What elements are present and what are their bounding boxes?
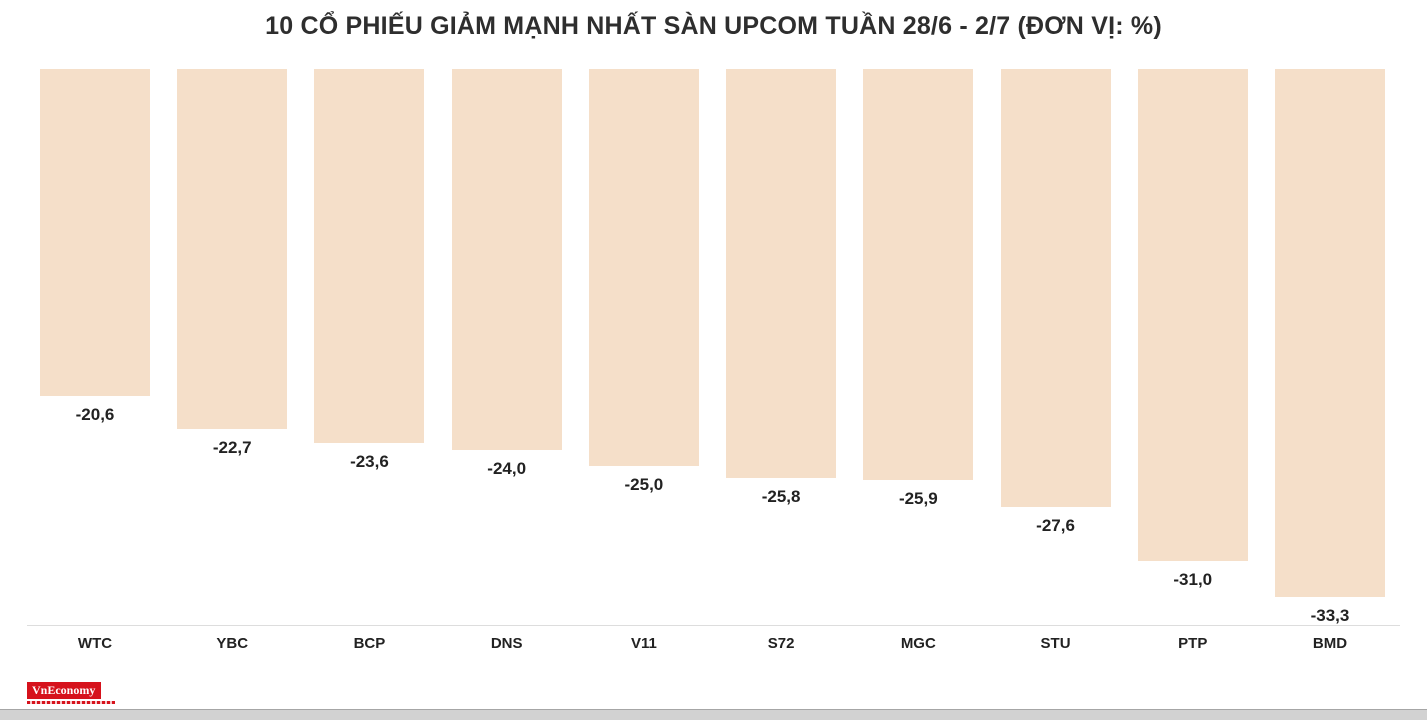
- category-label-dns: DNS: [490, 635, 523, 652]
- bar-mgc: [863, 69, 974, 480]
- category-labels: WTC YBC BCP DNS V11 S72 MGC STU PTP BMD: [40, 635, 1385, 652]
- category-label-ybc: YBC: [216, 635, 249, 652]
- bar-column-v11: -25,0: [588, 69, 699, 495]
- vneconomy-logo: VnEconomy: [27, 681, 115, 704]
- bar-s72: [726, 69, 837, 478]
- category-label-v11: V11: [630, 635, 657, 652]
- bar-bcp: [314, 69, 425, 443]
- bar-column-s72: -25,8: [726, 69, 837, 507]
- bar-column-mgc: -25,9: [863, 69, 974, 509]
- category-label-stu: STU: [1040, 635, 1071, 652]
- bar-value-label-s72: -25,8: [761, 487, 801, 506]
- bar-value-label-mgc: -25,9: [898, 489, 938, 508]
- category-label-s72: S72: [767, 635, 795, 652]
- bar-column-dns: -24,0: [451, 69, 562, 479]
- vneconomy-logo-text: VnEconomy: [27, 682, 102, 699]
- bar-value-label-ybc: -22,7: [212, 438, 252, 457]
- category-label-mgc: MGC: [900, 635, 936, 652]
- bar-value-label-v11: -25,0: [624, 475, 664, 494]
- bar-column-bcp: -23,6: [314, 69, 425, 472]
- bar-value-label-ptp: -31,0: [1173, 570, 1213, 589]
- x-axis-line: [27, 625, 1400, 626]
- bar-value-label-bcp: -23,6: [350, 452, 389, 471]
- bar-v11: [588, 69, 699, 466]
- category-label-ptp: PTP: [1178, 635, 1208, 652]
- vneconomy-logo-tagline: [27, 701, 115, 704]
- bar-value-label-wtc: -20,6: [75, 405, 115, 424]
- bar-dns: [451, 69, 562, 450]
- bars-container: -20,6 -22,7 -23,6 -24,0 -25,0 -25,8 -25,9 -27,6…: [40, 69, 1385, 626]
- bar-column-ptp: -31,0: [1137, 69, 1248, 590]
- bottom-edge-strip: [0, 709, 1427, 720]
- bar-stu: [1000, 69, 1111, 507]
- chart-title: 10 CỔ PHIẾU GIẢM MẠNH NHẤT SÀN UPCOM TUẦ…: [265, 12, 1162, 40]
- category-label-wtc: WTC: [77, 635, 113, 652]
- bar-column-stu: -27,6: [1000, 69, 1111, 536]
- bar-bmd: [1274, 69, 1385, 597]
- bar-ptp: [1137, 69, 1248, 561]
- bar-column-bmd: -33,3: [1274, 69, 1385, 626]
- bar-value-label-dns: -24,0: [487, 459, 527, 478]
- bar-value-label-stu: -27,6: [1036, 516, 1075, 535]
- bar-column-ybc: -22,7: [177, 69, 288, 458]
- bar-value-label-bmd: -33,3: [1310, 606, 1350, 625]
- category-label-bcp: BCP: [353, 635, 386, 652]
- bar-wtc: [40, 69, 150, 396]
- bar-column-wtc: -20,6: [40, 69, 150, 425]
- category-label-bmd: BMD: [1312, 635, 1348, 652]
- bar-ybc: [177, 69, 288, 429]
